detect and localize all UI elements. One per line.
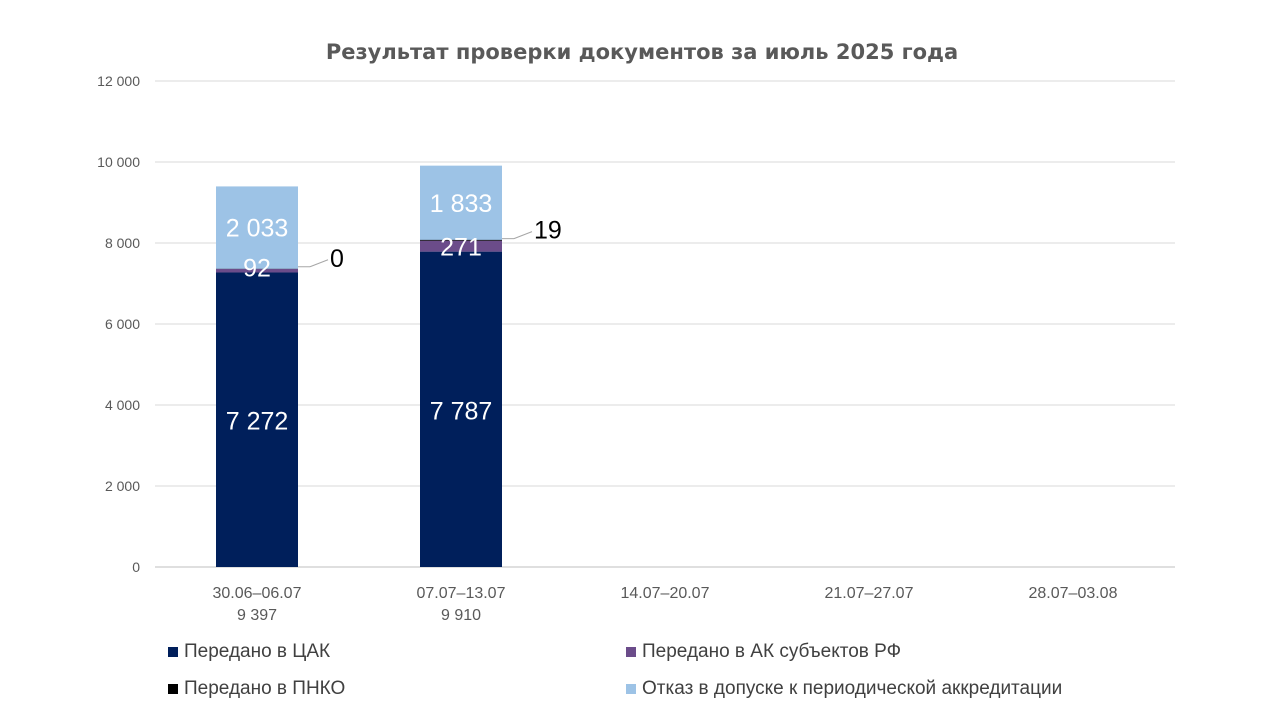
data-labels: 7 272 92 0 2 033 7 787 271 19 1 833 [226, 190, 562, 436]
bar-segment [216, 268, 298, 273]
bar-segment [420, 240, 502, 252]
y-tick-label: 6 000 [105, 316, 140, 332]
bar-segment [216, 186, 298, 269]
legend-swatch-cak [168, 647, 178, 657]
data-label: 19 [534, 217, 562, 245]
data-label: 92 [243, 254, 271, 282]
legend-swatch-pnko [168, 684, 178, 694]
legend-item-cak: Передано в ЦАК [168, 641, 330, 663]
bar-segment [216, 272, 298, 567]
gridlines [155, 80, 1175, 568]
legend-label-cak: Передано в ЦАК [184, 641, 331, 662]
legend-item-ak: Передано в АК субъектов РФ [626, 641, 901, 663]
data-label: 7 272 [226, 408, 289, 436]
legend-swatch-refusal [626, 684, 636, 694]
chart-title: Результат проверки документов за июль 20… [326, 40, 958, 64]
x-category-total: 9 910 [441, 607, 481, 624]
legend-item-pnko: Передано в ПНКО [168, 678, 345, 700]
y-tick-label: 4 000 [105, 397, 140, 413]
x-tick-label: 07.07–13.07 [417, 585, 506, 602]
bar-segment [420, 165, 502, 240]
x-tick-label: 21.07–27.07 [825, 585, 914, 602]
data-label: 271 [440, 234, 482, 262]
bars [216, 165, 502, 567]
y-tick-label: 8 000 [105, 235, 140, 251]
y-tick-label: 0 [132, 559, 140, 575]
x-category-total: 9 397 [237, 607, 277, 624]
legend-label-refusal: Отказ в допуске к периодической аккредит… [642, 678, 1063, 699]
x-tick-label: 28.07–03.08 [1029, 585, 1118, 602]
data-label: 7 787 [430, 397, 493, 425]
data-label: 1 833 [430, 190, 493, 218]
legend-label-pnko: Передано в ПНКО [184, 678, 346, 699]
legend-label-ak: Передано в АК субъектов РФ [642, 641, 902, 662]
x-axis: 30.06–06.07 9 397 07.07–13.07 9 910 14.07–20… [213, 585, 1118, 624]
data-label: 2 033 [226, 215, 289, 243]
y-tick-label: 10 000 [97, 154, 140, 170]
y-tick-label: 12 000 [97, 73, 140, 89]
leader-line [513, 231, 533, 240]
legend-item-refusal: Отказ в допуске к периодической аккредит… [626, 678, 1062, 700]
x-tick-label: 14.07–20.07 [621, 585, 710, 602]
y-axis: 0 2 000 4 000 6 000 8 000 10 000 12 000 [97, 73, 140, 575]
data-label: 0 [330, 245, 344, 273]
leader-line [309, 259, 329, 268]
bar-segment [420, 251, 502, 567]
y-tick-label: 2 000 [105, 478, 140, 494]
legend-swatch-ak [626, 647, 636, 657]
x-tick-label: 30.06–06.07 [213, 585, 302, 602]
